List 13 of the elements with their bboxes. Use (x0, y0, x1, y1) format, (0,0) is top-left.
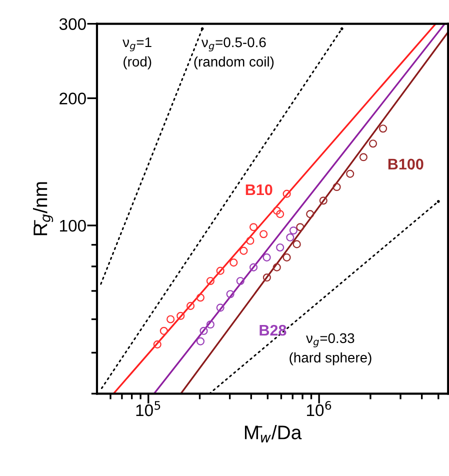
y-axis-title: R̄$_{g}$/nm (32, 182, 54, 236)
x-tick-label: 10$^{5}$ (136, 401, 160, 416)
annotation: ν$_{g}$=0.33 (hard sphere) (290, 333, 372, 366)
annotation: ν$_{g}$=0.5-0.6 (random coil) (194, 37, 274, 70)
annotation: ν$_{g}$=1 (rod) (122, 37, 152, 70)
x-tick-label: 10$^{6}$ (307, 400, 332, 416)
y-tick-label: 100 (60, 220, 86, 232)
series-label: B10 (246, 184, 272, 196)
series-label: B100 (388, 158, 424, 170)
y-tick-label: 200 (60, 92, 86, 104)
x-axis-title: M̄$_{w}$/Da (244, 425, 302, 442)
y-tick-label: 300 (59, 18, 86, 30)
text: B28 (260, 324, 286, 336)
